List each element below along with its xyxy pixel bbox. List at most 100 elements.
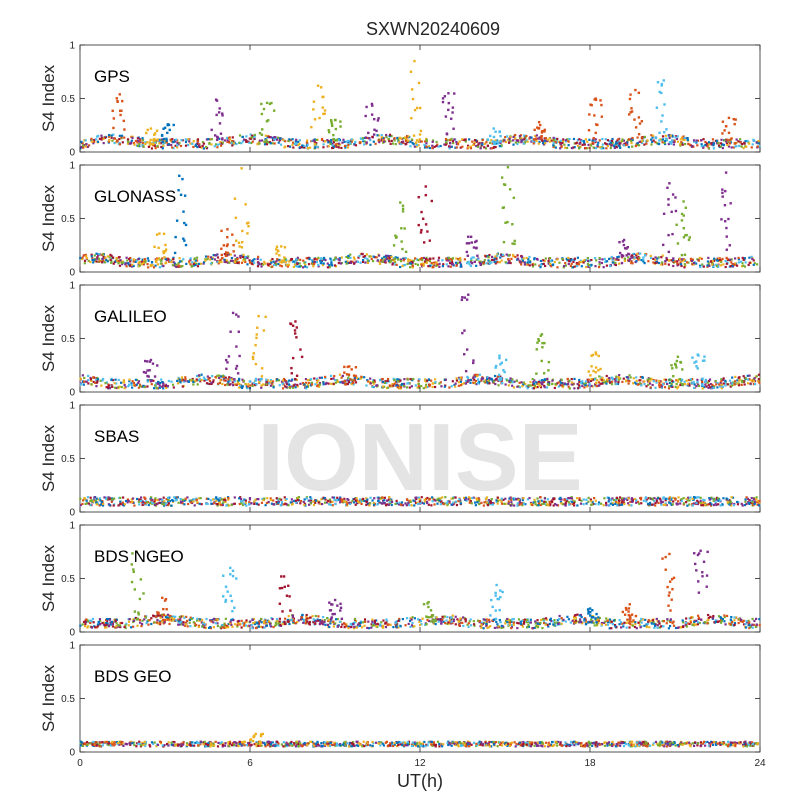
data-point	[711, 138, 715, 141]
data-point	[230, 256, 234, 260]
data-point	[408, 141, 411, 144]
data-point	[423, 146, 427, 149]
data-point	[587, 378, 590, 381]
data-point	[753, 377, 756, 380]
data-point	[494, 378, 498, 381]
data-point	[424, 193, 427, 197]
data-point	[444, 143, 447, 146]
data-point	[455, 379, 459, 382]
data-point	[415, 139, 419, 142]
y-tick-label: 0	[69, 268, 75, 279]
data-point	[336, 145, 339, 148]
data-point	[695, 385, 698, 388]
data-point	[119, 259, 122, 262]
data-point	[732, 117, 735, 121]
data-point	[383, 258, 386, 261]
data-point	[412, 377, 415, 381]
data-point	[255, 333, 258, 336]
data-point	[154, 258, 157, 261]
data-point	[350, 138, 353, 141]
data-point	[298, 146, 302, 149]
data-point	[115, 256, 118, 260]
data-point	[287, 383, 291, 386]
data-point	[235, 364, 239, 368]
data-point	[579, 259, 582, 262]
data-point	[90, 383, 93, 386]
data-point	[300, 146, 303, 149]
data-point	[479, 147, 482, 150]
data-point	[371, 499, 374, 502]
data-point	[110, 500, 113, 503]
data-point	[696, 144, 699, 147]
data-point	[289, 322, 293, 326]
data-point	[332, 382, 335, 385]
data-point	[148, 360, 152, 363]
data-point	[683, 253, 687, 256]
data-point	[540, 333, 544, 336]
data-point	[330, 263, 333, 266]
data-point	[371, 260, 375, 263]
data-point	[386, 377, 390, 381]
data-point	[541, 139, 544, 143]
data-point	[380, 259, 383, 262]
data-point	[192, 383, 195, 386]
data-point	[512, 253, 515, 257]
data-point	[646, 139, 649, 142]
data-point	[561, 257, 564, 261]
data-point	[469, 500, 472, 503]
data-point	[455, 257, 458, 260]
data-point	[679, 138, 682, 141]
data-point	[385, 257, 388, 261]
data-point	[179, 498, 182, 501]
data-point	[500, 502, 504, 505]
data-point	[616, 504, 619, 507]
data-point	[167, 143, 170, 146]
data-point	[737, 384, 741, 387]
data-point	[218, 381, 221, 385]
data-point	[662, 79, 665, 82]
data-point	[310, 381, 314, 384]
data-point	[304, 265, 307, 268]
data-point	[303, 498, 306, 501]
data-point	[249, 133, 252, 136]
data-point	[712, 142, 716, 145]
data-point	[131, 263, 134, 266]
data-point	[741, 504, 744, 507]
data-point	[283, 256, 286, 259]
data-point	[216, 498, 219, 501]
data-point	[493, 260, 496, 263]
data-point	[502, 183, 506, 186]
data-point	[512, 386, 516, 389]
data-point	[125, 256, 128, 259]
data-point	[292, 260, 295, 263]
data-point	[409, 70, 413, 73]
data-point	[491, 142, 494, 145]
data-point	[392, 377, 395, 381]
data-point	[326, 139, 329, 142]
data-point	[229, 259, 232, 263]
data-point	[727, 145, 731, 148]
data-point	[748, 256, 751, 259]
data-point	[645, 385, 648, 388]
data-point	[136, 144, 140, 147]
data-point	[161, 498, 164, 501]
data-point	[587, 496, 590, 499]
data-point	[199, 497, 202, 500]
data-point	[246, 256, 249, 260]
data-point	[683, 263, 686, 266]
data-point	[291, 386, 295, 389]
data-point	[283, 246, 287, 249]
data-point	[147, 375, 150, 378]
data-point	[476, 258, 479, 261]
data-point	[89, 503, 92, 507]
data-point	[683, 136, 686, 140]
data-point	[448, 262, 452, 265]
data-point	[532, 501, 535, 504]
data-point	[472, 256, 475, 259]
data-point	[507, 261, 510, 264]
data-point	[311, 139, 314, 142]
data-point	[663, 142, 667, 146]
data-point	[260, 367, 264, 370]
data-point	[729, 265, 732, 268]
data-point	[256, 143, 259, 146]
